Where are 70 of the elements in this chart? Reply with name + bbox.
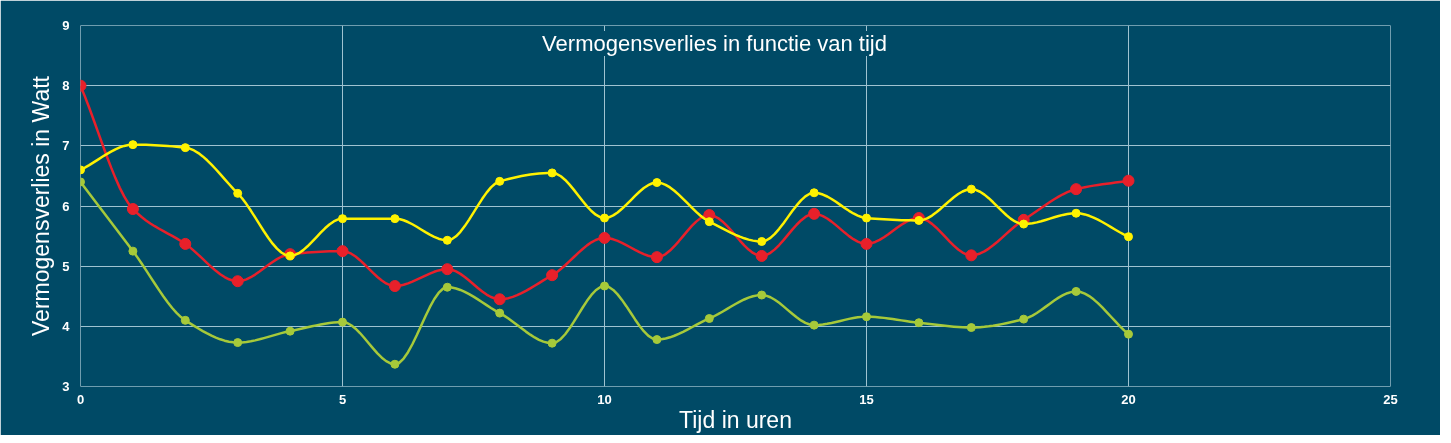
point — [388, 280, 401, 293]
x-axis-title: Tijd in uren — [679, 406, 792, 433]
point — [231, 275, 244, 288]
point — [1019, 219, 1029, 229]
point — [233, 188, 243, 198]
point — [1071, 286, 1081, 296]
point — [1124, 329, 1133, 339]
point — [757, 237, 767, 246]
x-tick-label: 20 — [1121, 391, 1136, 407]
point — [1019, 314, 1029, 324]
y-tick-label: 4 — [62, 318, 71, 334]
x-tick-label: 15 — [859, 391, 874, 407]
point — [442, 282, 452, 292]
point — [1071, 208, 1081, 218]
point — [128, 140, 138, 150]
point — [338, 214, 347, 224]
y-tick-label: 8 — [62, 78, 70, 94]
point — [809, 188, 819, 198]
point — [285, 326, 295, 336]
point — [179, 237, 192, 250]
point — [598, 231, 611, 244]
point — [547, 338, 557, 348]
point — [338, 317, 347, 327]
point — [128, 246, 138, 256]
point — [652, 178, 662, 188]
chart-title: Vermogensverlies in functie van tijd — [542, 31, 887, 57]
point — [600, 281, 609, 291]
y-tick-label: 3 — [62, 379, 70, 394]
point — [1124, 232, 1133, 242]
point — [126, 203, 139, 215]
x-tick-label: 25 — [1383, 391, 1398, 407]
x-tick-label: 10 — [597, 391, 612, 407]
point — [600, 213, 609, 223]
point — [862, 213, 871, 223]
point — [966, 184, 976, 194]
point — [442, 235, 452, 245]
point — [495, 176, 505, 186]
point — [336, 245, 349, 258]
y-tick-label: 9 — [62, 18, 70, 33]
point — [495, 308, 505, 318]
x-tick-label: 5 — [338, 391, 347, 407]
point — [755, 249, 768, 262]
point — [757, 290, 767, 300]
point — [914, 318, 924, 328]
point — [180, 143, 190, 153]
point — [180, 315, 190, 325]
point — [809, 320, 819, 330]
point — [546, 269, 559, 282]
y-tick-label: 7 — [62, 138, 70, 154]
point — [652, 335, 662, 345]
point — [704, 217, 714, 227]
point — [862, 312, 871, 322]
point — [965, 249, 978, 262]
point — [966, 323, 976, 333]
point — [1070, 183, 1083, 196]
point — [493, 293, 506, 306]
point — [441, 263, 454, 276]
point — [390, 214, 400, 224]
point — [1122, 174, 1135, 187]
point — [650, 251, 663, 264]
x-tick-label: 0 — [76, 391, 85, 407]
point — [390, 359, 400, 369]
point — [704, 314, 714, 323]
point — [233, 338, 243, 348]
point — [547, 168, 557, 178]
y-axis-title: Vermogensverlies in Watt — [28, 75, 55, 336]
point — [808, 207, 821, 220]
y-tick-label: 5 — [62, 258, 70, 274]
point — [860, 237, 873, 250]
y-tick-label: 6 — [62, 198, 70, 214]
